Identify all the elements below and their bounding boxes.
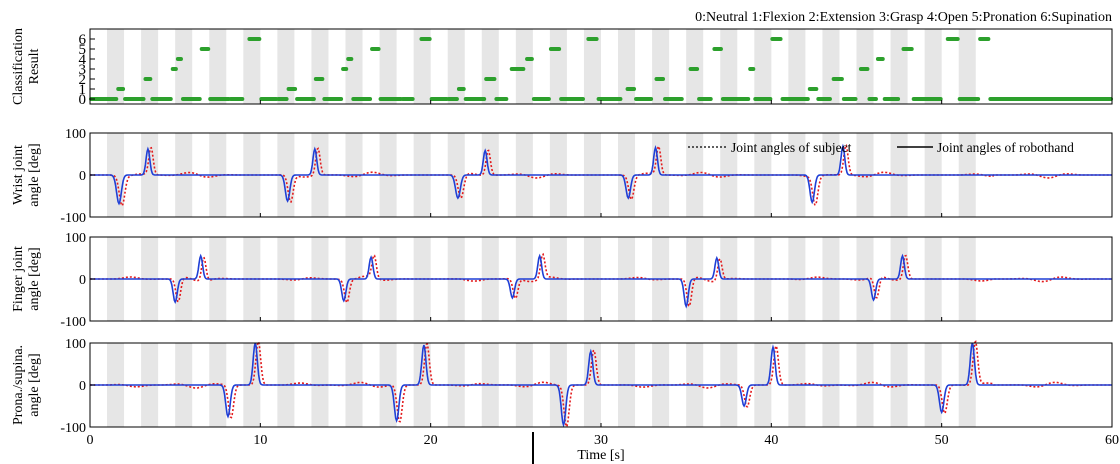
background-stripe bbox=[141, 29, 159, 104]
series-line-robothand bbox=[90, 253, 1112, 309]
background-stripe bbox=[277, 29, 295, 104]
background-stripe bbox=[413, 29, 431, 104]
data-layer bbox=[89, 37, 1113, 428]
y-axis-label: Wrist joint bbox=[11, 145, 26, 205]
background-stripe bbox=[447, 29, 465, 104]
x-tick-label: 0 bbox=[87, 433, 94, 448]
background-stripe bbox=[209, 29, 227, 104]
x-tick-label: 20 bbox=[424, 433, 438, 448]
y-axis-label: angle [deg] bbox=[27, 143, 42, 206]
background-stripe bbox=[788, 29, 806, 104]
y-axis-label: Prona./supina. bbox=[11, 345, 26, 425]
y-tick-label: 5 bbox=[79, 42, 87, 58]
legend-subject-label: Joint angles of subject bbox=[731, 140, 852, 155]
background-stripe bbox=[618, 133, 636, 217]
class-legend: 0:Neutral 1:Flexion 2:Extension 3:Grasp … bbox=[695, 10, 1112, 25]
background-stripe bbox=[924, 29, 942, 104]
series-line-robothand bbox=[90, 143, 1112, 206]
background-stripe bbox=[141, 133, 159, 217]
y-tick-label: 0 bbox=[79, 273, 86, 288]
y-tick-label: 100 bbox=[65, 127, 86, 142]
y-axis-label: Classification bbox=[11, 28, 26, 105]
y-tick-label: -100 bbox=[60, 315, 86, 330]
y-axis-label: angle [deg] bbox=[27, 353, 42, 416]
y-tick-label: 4 bbox=[79, 52, 87, 68]
background-stripe bbox=[481, 29, 499, 104]
background-stripe bbox=[277, 133, 295, 217]
legend-robothand-label: Joint angles of robothand bbox=[937, 140, 1074, 155]
background-stripe bbox=[515, 29, 533, 104]
background-stripe bbox=[754, 29, 772, 104]
x-tick-label: 30 bbox=[594, 433, 608, 448]
y-tick-label: 1 bbox=[79, 82, 87, 98]
y-axis-label: Result bbox=[27, 49, 42, 85]
y-tick-label: 0 bbox=[79, 92, 87, 108]
background-stripe bbox=[345, 29, 363, 104]
y-tick-label: 100 bbox=[65, 231, 86, 246]
series-legend: Joint angles of subject Joint angles of … bbox=[688, 140, 1074, 155]
y-tick-label: 2 bbox=[79, 72, 87, 88]
background-stripe bbox=[107, 29, 125, 104]
y-tick-label: 0 bbox=[79, 379, 86, 394]
background-stripe bbox=[686, 29, 704, 104]
background-stripe bbox=[720, 29, 738, 104]
x-tick-label: 40 bbox=[764, 433, 778, 448]
background-stripe bbox=[175, 29, 193, 104]
stripes-layer bbox=[107, 29, 976, 427]
y-tick-label: -100 bbox=[60, 211, 86, 226]
series-line-robothand bbox=[90, 342, 1112, 428]
background-stripe bbox=[618, 29, 636, 104]
y-tick-label: 6 bbox=[79, 32, 87, 48]
background-stripe bbox=[549, 29, 567, 104]
x-tick-label: 10 bbox=[253, 433, 267, 448]
background-stripe bbox=[890, 29, 908, 104]
y-tick-label: -100 bbox=[60, 421, 86, 436]
background-stripe bbox=[856, 29, 874, 104]
background-stripe bbox=[583, 29, 601, 104]
y-tick-label: 100 bbox=[65, 337, 86, 352]
y-axis-label: Finger joint bbox=[11, 246, 26, 312]
x-axis-label: Time [s] bbox=[577, 448, 624, 463]
background-stripe bbox=[822, 29, 840, 104]
background-stripe bbox=[243, 29, 261, 104]
x-tick-label: 50 bbox=[935, 433, 949, 448]
background-stripe bbox=[379, 29, 397, 104]
y-tick-label: 0 bbox=[79, 169, 86, 184]
x-tick-label: 60 bbox=[1105, 433, 1119, 448]
y-tick-label: 3 bbox=[79, 62, 87, 78]
background-stripe bbox=[958, 29, 976, 104]
background-stripe bbox=[652, 29, 670, 104]
background-stripe bbox=[311, 29, 329, 104]
y-axis-label: angle [deg] bbox=[27, 247, 42, 310]
